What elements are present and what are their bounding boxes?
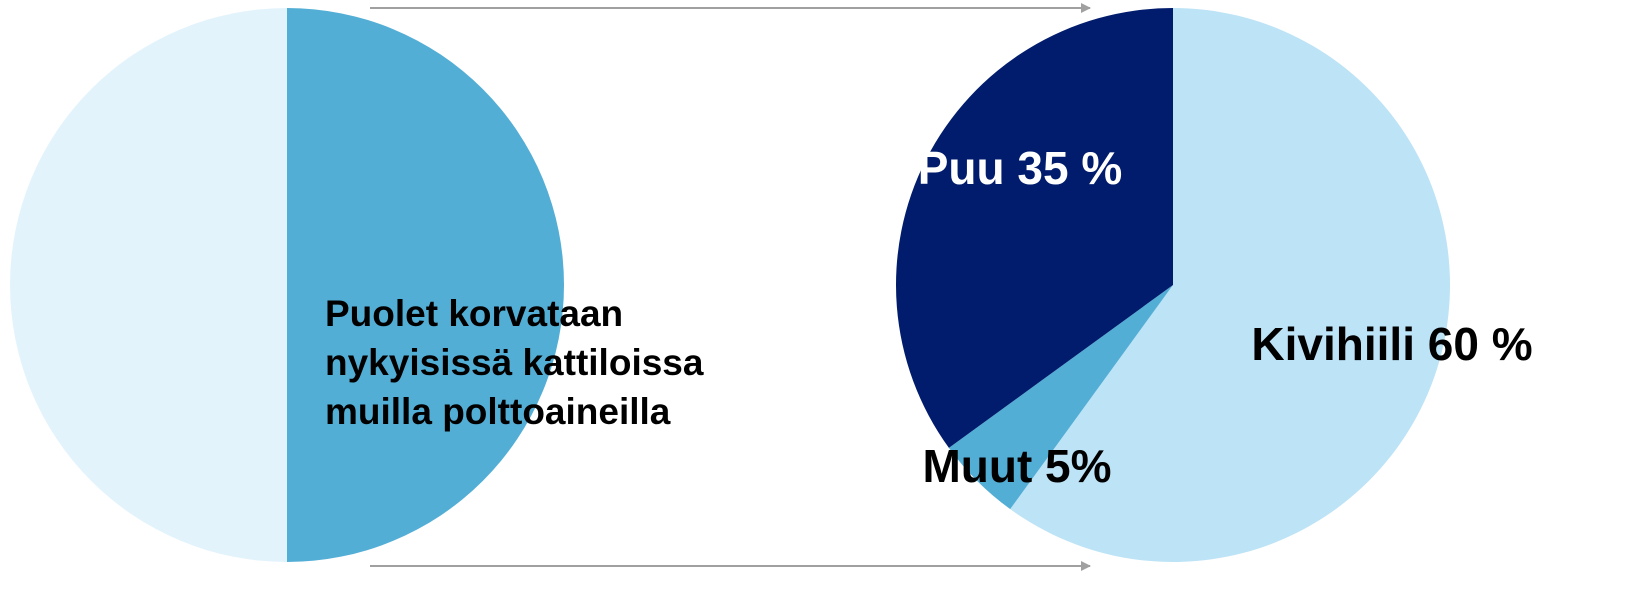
annotation: nykyisissä kattiloissa (325, 342, 704, 383)
pie-slice (1010, 8, 1450, 563)
data-label: Puu 35 % (918, 142, 1123, 194)
pie-slice (287, 8, 564, 562)
data-label: Muut 5% (922, 440, 1111, 492)
pie-slice (948, 285, 1173, 510)
annotation: muilla polttoaineilla (325, 391, 671, 432)
pie-slice (10, 8, 287, 562)
pie-slice (896, 8, 1173, 448)
annotation: Puolet korvataan (325, 293, 623, 334)
data-label: Kivihiili 60 % (1251, 318, 1532, 370)
